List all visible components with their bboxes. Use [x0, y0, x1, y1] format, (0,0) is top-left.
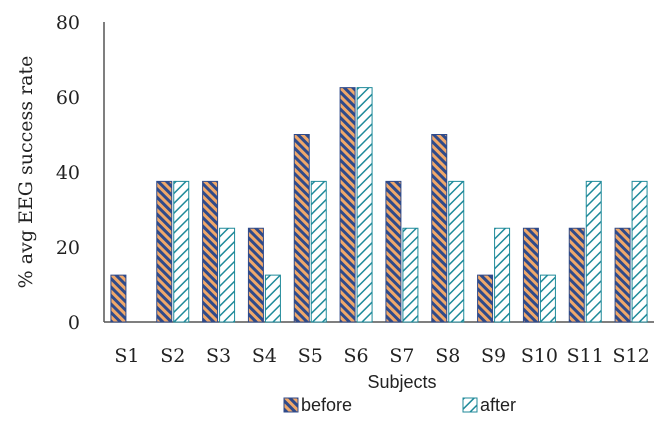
bar-before-s4: [247, 227, 264, 323]
bar-before-s6: [339, 87, 356, 323]
bar-before-s2: [156, 180, 173, 323]
bar-after-s2: [173, 180, 190, 323]
x-tick-label: S5: [298, 345, 323, 367]
bar-before-s10: [522, 227, 539, 323]
y-tick-label: 60: [56, 87, 80, 109]
legend-swatch-after: [462, 397, 478, 413]
bar-before-s1: [110, 274, 127, 323]
x-tick-label: S6: [344, 345, 369, 367]
bar-after-s12: [631, 180, 648, 323]
y-tick-label: 20: [56, 237, 80, 259]
bars: [110, 87, 648, 323]
x-axis-label: Subjects: [367, 372, 436, 392]
bar-after-s6: [356, 87, 373, 323]
x-tick-label: S9: [481, 345, 506, 367]
y-tick-label: 0: [68, 312, 80, 334]
bar-after-s7: [402, 227, 419, 323]
x-tick-label: S7: [389, 345, 414, 367]
x-tick-label: S11: [567, 345, 604, 367]
bar-after-s4: [264, 274, 281, 323]
bar-before-s3: [202, 180, 219, 323]
bar-before-s9: [477, 274, 494, 323]
y-axis-label: % avg EEG success rate: [15, 56, 37, 289]
bar-after-s5: [310, 180, 327, 323]
legend-swatch-before: [283, 397, 299, 413]
bar-after-s3: [219, 227, 236, 323]
bar-before-s11: [568, 227, 585, 323]
legend-label-before: before: [301, 395, 352, 415]
legend: before after: [283, 395, 516, 415]
plot-area: [103, 22, 654, 323]
bar-before-s5: [293, 134, 310, 323]
x-tick-label: S4: [252, 345, 277, 367]
y-tick-label: 40: [56, 162, 80, 184]
x-tick-label: S3: [206, 345, 231, 367]
x-tick-labels: S1 S2 S3 S4 S5 S6 S7 S8 S9 S10 S11 S12: [114, 345, 649, 367]
x-tick-label: S12: [612, 345, 649, 367]
x-tick-label: S2: [160, 345, 185, 367]
bar-before-s12: [614, 227, 631, 323]
bar-before-s7: [385, 180, 402, 323]
bar-after-s9: [494, 227, 511, 323]
bar-before-s8: [431, 134, 448, 323]
x-tick-label: S1: [114, 345, 139, 367]
bar-after-s10: [539, 274, 556, 323]
bar-after-s8: [448, 180, 465, 323]
x-tick-label: S10: [521, 345, 558, 367]
legend-label-after: after: [480, 395, 516, 415]
y-tick-label: 80: [56, 12, 80, 34]
x-tick-label: S8: [435, 345, 460, 367]
bar-after-s11: [585, 180, 602, 323]
y-tick-labels: 0 20 40 60 80: [56, 12, 80, 334]
